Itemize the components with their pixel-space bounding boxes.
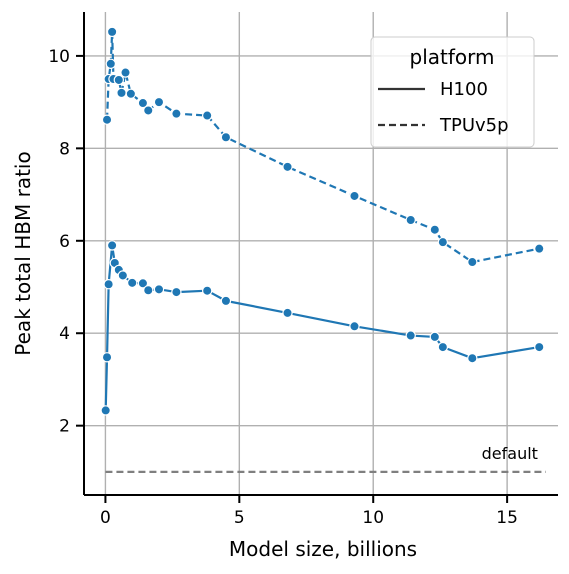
x-axis-label: Model size, billions [229,537,417,561]
data-point-tpuv5p [282,161,293,173]
data-point-tpuv5p [429,224,441,235]
data-point-h100 [117,270,129,281]
data-point-tpuv5p [105,58,116,69]
data-point-tpuv5p [116,87,127,99]
data-point-h100 [467,352,478,364]
data-point-tpuv5p [101,114,113,125]
data-point-h100 [349,321,360,332]
data-point-tpuv5p [467,256,478,268]
series-lines [100,26,545,416]
tick-labels: 0 5 10 15 2 4 6 8 10 [48,47,518,528]
data-point-tpuv5p [405,214,416,226]
data-point-h100 [100,405,111,416]
data-point-h100 [220,295,232,307]
legend-label-tpuv5p: TPUv5p [439,115,509,136]
data-point-h100 [437,341,449,353]
default-reference-label: default [482,444,538,463]
y-tick-label: 8 [59,139,70,159]
x-tick-label: 5 [234,508,245,528]
data-point-tpuv5p [137,97,149,109]
data-point-h100 [137,278,149,289]
data-point-tpuv5p [143,105,154,116]
data-point-tpuv5p [106,26,118,38]
y-tick-label: 10 [48,47,70,67]
data-point-h100 [143,285,154,296]
data-point-tpuv5p [534,243,545,254]
data-point-tpuv5p [220,132,232,143]
data-point-h100 [153,284,165,295]
data-point-h100 [106,240,118,251]
y-axis-label: Peak total HBM ratio [11,151,35,355]
data-point-tpuv5p [201,110,213,121]
y-tick-label: 2 [59,417,70,437]
data-point-h100 [534,341,545,353]
data-point-h100 [127,277,138,289]
x-tick-label: 15 [496,508,518,528]
x-tick-label: 10 [362,508,384,528]
data-point-tpuv5p [125,88,137,100]
legend: platform H100 TPUv5p [370,36,535,148]
data-point-tpuv5p [349,190,360,202]
series-line-tpuv5p [105,30,540,264]
data-point-tpuv5p [437,236,449,248]
series-line-h100 [104,244,540,411]
data-point-h100 [101,352,113,363]
data-point-h100 [103,279,114,290]
data-point-h100 [201,285,213,296]
axes [76,12,558,503]
data-point-h100 [405,330,416,341]
y-tick-label: 6 [59,232,70,252]
legend-box [370,36,535,148]
x-tick-label: 0 [100,508,111,528]
data-point-tpuv5p [113,74,125,86]
legend-label-h100: H100 [440,79,488,100]
data-point-h100 [171,286,182,298]
y-tick-label: 4 [59,324,70,344]
data-point-tpuv5p [171,108,182,119]
data-point-tpuv5p [153,96,165,108]
data-point-h100 [429,331,441,343]
data-point-h100 [282,307,293,319]
data-point-tpuv5p [120,67,131,78]
legend-title: platform [410,45,495,69]
